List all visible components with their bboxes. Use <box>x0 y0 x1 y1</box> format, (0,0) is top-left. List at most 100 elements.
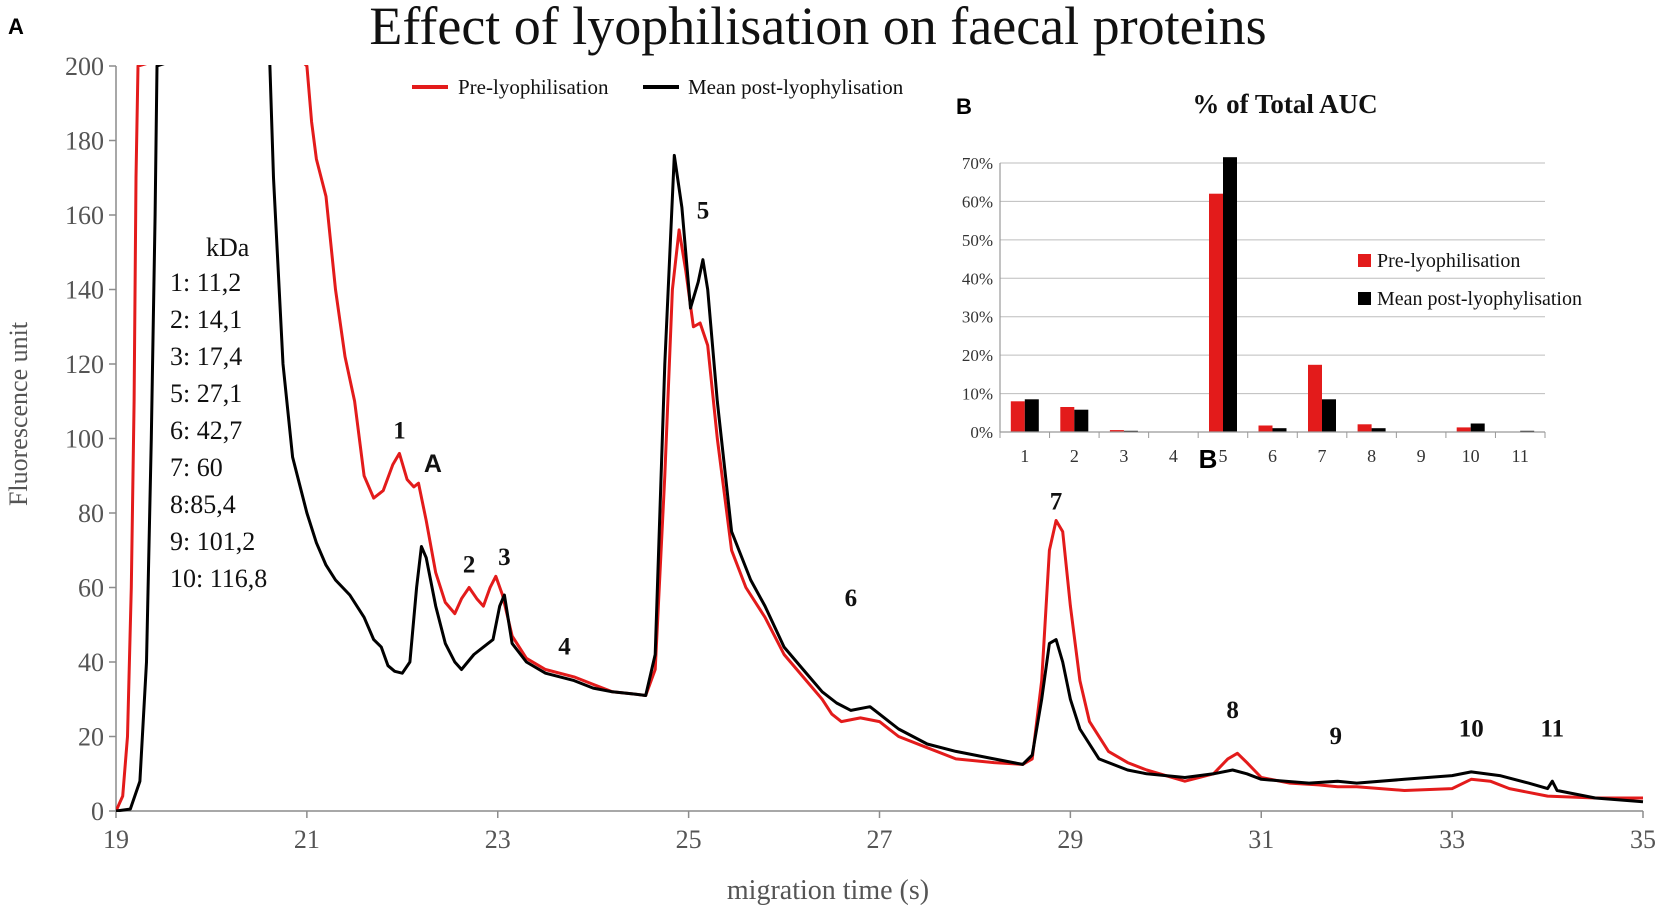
y-tick-label: 100 <box>65 425 104 454</box>
peak-label: 8 <box>1226 697 1239 724</box>
bar-pre-lyophilisation <box>1209 193 1223 432</box>
bar-pre-lyophilisation <box>1258 425 1273 432</box>
y-tick-label: 120 <box>65 350 104 379</box>
x-tick-label: 23 <box>485 825 511 854</box>
peak-label: 3 <box>498 544 511 571</box>
inset-x-tick-label: 8 <box>1367 446 1376 466</box>
inset-x-tick-label: 2 <box>1070 446 1079 466</box>
peak-label: 4 <box>558 634 571 661</box>
bar-post-lyophylisation <box>1470 423 1485 432</box>
inset-background <box>955 118 1545 473</box>
inset-x-tick-label: 1 <box>1020 446 1029 466</box>
bar-post-lyophylisation <box>1074 409 1089 432</box>
inset-y-tick-label: 0% <box>970 423 993 442</box>
legend-label-post: Mean post-lyophylisation <box>688 75 904 99</box>
inset-y-tick-label: 60% <box>962 192 993 211</box>
bar-post-lyophylisation <box>1322 399 1336 432</box>
bar-pre-lyophilisation <box>1357 424 1372 432</box>
inset-x-tick-label: 10 <box>1462 446 1480 466</box>
inset-y-tick-label: 20% <box>962 346 993 365</box>
peak-label: 1 <box>393 418 406 445</box>
bar-pre-lyophilisation <box>1109 430 1124 432</box>
peak-label: A <box>424 450 442 478</box>
inset-y-tick-label: 40% <box>962 269 993 288</box>
x-tick-label: 33 <box>1439 825 1465 854</box>
x-tick-label: 19 <box>103 825 129 854</box>
y-tick-label: 160 <box>65 201 104 230</box>
peak-label: 9 <box>1329 723 1342 750</box>
y-tick-label: 140 <box>65 276 104 305</box>
kda-row: 8:85,4 <box>170 490 236 519</box>
peak-label: 7 <box>1050 488 1063 515</box>
panel-label-b: B <box>956 94 972 119</box>
bar-pre-lyophilisation <box>1010 401 1025 432</box>
inset-legend-label-post: Mean post-lyophylisation <box>1377 288 1582 310</box>
x-tick-label: 27 <box>867 825 893 854</box>
y-tick-label: 80 <box>78 499 104 528</box>
kda-row: 9: 101,2 <box>170 527 255 556</box>
x-tick-label: 31 <box>1248 825 1274 854</box>
inset-x-tick-label: 7 <box>1318 446 1327 466</box>
x-tick-label: 21 <box>294 825 320 854</box>
kda-row: 7: 60 <box>170 453 223 482</box>
legend-label-pre: Pre-lyophilisation <box>458 75 609 99</box>
inset-title: % of Total AUC <box>1192 89 1377 119</box>
main-series <box>116 65 1644 812</box>
inset-x-tick-label: 11 <box>1512 446 1529 466</box>
inset-grid <box>1000 162 1545 395</box>
x-tick-label: 29 <box>1057 825 1083 854</box>
inset-x-tick-label: 5 <box>1218 446 1227 466</box>
y-tick-label: 180 <box>65 127 104 156</box>
bar-pre-lyophilisation <box>1060 407 1075 432</box>
inset-y-tick-label: 10% <box>962 385 993 404</box>
x-tick-label: 35 <box>1630 825 1656 854</box>
peak-label: 2 <box>463 552 476 579</box>
x-axis-label: migration time (s) <box>727 875 929 906</box>
inset-x-tick-label: 3 <box>1119 446 1128 466</box>
series-line-post-lyophylisation <box>116 65 1644 812</box>
inset-y-tick-label: 70% <box>962 154 993 173</box>
y-tick-label: 20 <box>78 723 104 752</box>
kda-row: 2: 14,1 <box>170 305 242 334</box>
y-tick-label: 40 <box>78 648 104 677</box>
bar-pre-lyophilisation <box>1308 364 1322 433</box>
peak-label: 10 <box>1459 716 1484 743</box>
y-tick-label: 0 <box>91 797 104 826</box>
inset-panel: B % of Total AUC 0% 10% 20% 30% 40% 50% 60% 70%… <box>955 89 1582 474</box>
inset-x-tick-label: 4 <box>1169 446 1178 466</box>
main-chart-title: Effect of lyophilisation on faecal prote… <box>369 0 1266 56</box>
peak-label: 5 <box>697 198 710 225</box>
kda-row: 5: 27,1 <box>170 379 242 408</box>
inset-bars <box>1010 157 1535 433</box>
y-axis-label: Fluorescence unit <box>4 321 33 506</box>
panel-label-a: A <box>8 14 24 39</box>
inset-axes: 0% 10% 20% 30% 40% 50% 60% 70% 1 2 3 4 5 6 7 8 9 10 11 <box>962 154 1546 466</box>
inset-legend-swatch-pre <box>1358 254 1371 267</box>
main-legend: Pre-lyophilisation Mean post-lyophylisat… <box>412 75 904 99</box>
inset-x-tick-label: 9 <box>1417 446 1426 466</box>
bar-post-lyophylisation <box>1024 399 1039 432</box>
inset-legend-swatch-post <box>1358 292 1371 305</box>
kda-row: 3: 17,4 <box>170 342 242 371</box>
kda-row: 10: 116,8 <box>170 564 267 593</box>
x-tick-label: 25 <box>676 825 702 854</box>
peak-label: 6 <box>845 585 858 612</box>
bar-post-lyophylisation <box>1371 428 1386 432</box>
kda-row: 1: 11,2 <box>170 268 241 297</box>
inset-legend-label-pre: Pre-lyophilisation <box>1377 250 1520 272</box>
y-tick-label: 60 <box>78 574 104 603</box>
bar-post-lyophylisation <box>1272 428 1287 432</box>
bar-post-lyophylisation <box>1223 157 1237 432</box>
kda-table: kDa 1: 11,2 2: 14,1 3: 17,4 5: 27,1 6: 4… <box>170 233 267 593</box>
inset-x-tick-label: 6 <box>1268 446 1277 466</box>
panel-label-overlay-b: B <box>1199 444 1218 474</box>
bar-pre-lyophilisation <box>1456 427 1471 432</box>
kda-header: kDa <box>206 233 250 262</box>
inset-y-tick-label: 50% <box>962 231 993 250</box>
peak-label: 11 <box>1541 716 1565 743</box>
y-tick-label: 200 <box>65 52 104 81</box>
kda-row: 6: 42,7 <box>170 416 242 445</box>
